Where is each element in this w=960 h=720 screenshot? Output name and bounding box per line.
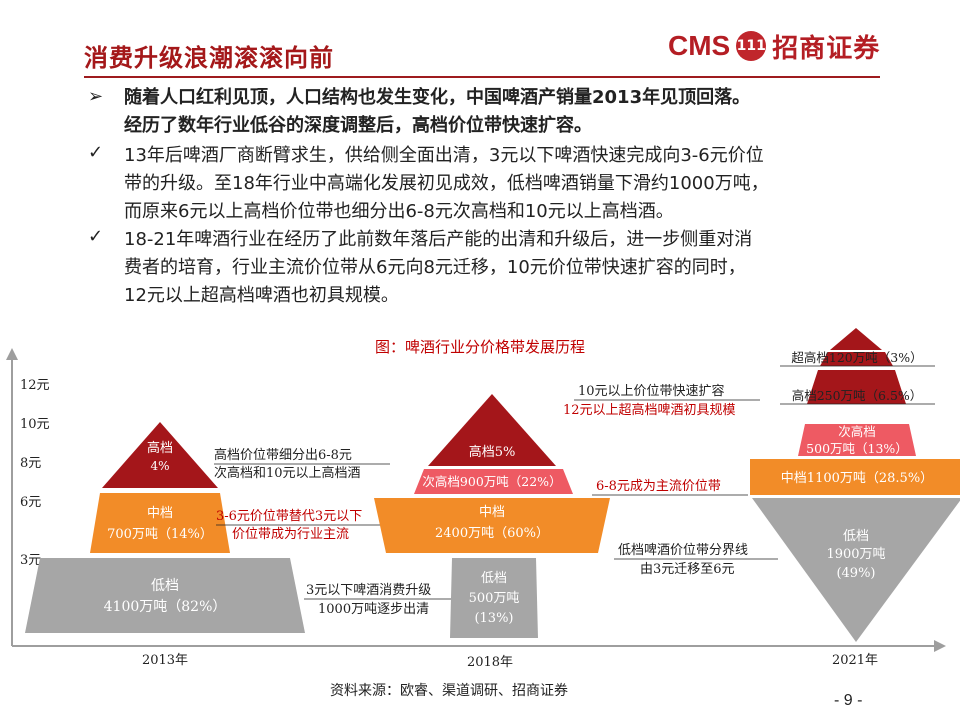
check-bullet-icon: ✓ [88, 142, 104, 163]
year-label: 2018年 [467, 655, 513, 670]
year-label: 2021年 [832, 653, 878, 668]
page-title: 消费升级浪潮滚滚向前 [84, 44, 334, 72]
paragraph-3: 18-21年啤酒行业在经历了此前数年落后产能的出清和升级后，进一步侧重对消 费者… [124, 226, 884, 310]
label-2018-low-pct: (13%) [474, 611, 513, 626]
paragraph-1: 随着人口红利见顶，人口结构也发生变化，中国啤酒产销量2013年见顶回落。 经历了… [124, 84, 884, 140]
label-2013-mid: 中档 [147, 506, 173, 521]
y-tick-label: 6元 [20, 495, 41, 510]
note-low-boundary: 由3元迁移至6元 [640, 562, 735, 577]
label-2021-low-value: 1900万吨 [826, 547, 885, 562]
y-axis-arrow-icon [6, 348, 18, 360]
note-low-clear: 1000万吨逐步出清 [318, 602, 429, 617]
shape-2018-high [428, 394, 556, 466]
note-mid-replace: 价位带成为行业主流 [232, 527, 349, 542]
paragraph-line: 费者的培育，行业主流价位带从6元向8元迁移，10元价位带快速扩容的同时， [124, 257, 746, 278]
y-tick-label: 12元 [20, 378, 50, 393]
shape-2018-low [450, 558, 538, 638]
note-high-split: 次高档和10元以上高档酒 [214, 465, 361, 481]
label-2021-low: 低档 [843, 529, 869, 544]
note-mid-replace: 3-6元价位带替代3元以下 [216, 509, 362, 524]
x-axis-arrow-icon [934, 640, 946, 652]
label-2013-high-pct: 4% [150, 459, 169, 473]
label-2013-low: 低档 [151, 578, 179, 594]
label-2021-high: 高档250万吨（6.5%） [792, 388, 923, 403]
paragraph-line: 而原来6元以上高档价位带也细分出6-8元次高档和10元以上高档酒。 [124, 201, 674, 222]
shape-2021-high [807, 370, 906, 404]
logo-badge-icon: 111 [736, 31, 767, 61]
shape-2013-mid [90, 493, 230, 553]
shape-2013-high [102, 422, 218, 488]
label-2018-mid-value: 2400万吨（60%） [435, 526, 549, 541]
y-tick-label: 3元 [20, 553, 41, 568]
check-bullet-icon: ✓ [88, 226, 104, 247]
shape-2018-mid [374, 498, 610, 553]
label-2013-low-value: 4100万吨（82%） [104, 599, 227, 615]
paragraph-line: 13年后啤酒厂商断臂求生，供给侧全面出清，3元以下啤酒快速完成向3-6元价位 [124, 145, 764, 166]
year-label: 2013年 [142, 653, 188, 668]
paragraph-line: 带的升级。至18年行业中高端化发展初见成效，低档啤酒销量下滑约1000万吨， [124, 173, 769, 194]
diagram-title: 图：啤酒行业分价格带发展历程 [375, 338, 585, 356]
paragraph-line: 经历了数年行业低谷的深度调整后，高档价位带快速扩容。 [124, 115, 592, 136]
y-tick-label: 8元 [20, 456, 41, 471]
label-2013-mid-value: 700万吨（14%） [107, 527, 213, 542]
label-2018-mid: 中档 [479, 505, 505, 520]
note-mainstream: 6-8元成为主流价位带 [596, 479, 721, 494]
label-2021-subhigh: 次高档 [838, 424, 876, 439]
paragraph-line: 12元以上超高档啤酒也初具规模。 [124, 285, 399, 306]
shape-2021-low [752, 498, 960, 642]
shape-2021-tip [830, 328, 882, 350]
company-logo: CMS 111 招商证券 [668, 26, 880, 66]
logo-chinese: 招商证券 [772, 33, 881, 64]
label-2021-superhigh: 超高档120万吨（3%） [791, 350, 922, 365]
label-2018-high: 高档5% [469, 444, 516, 460]
paragraph-2: 13年后啤酒厂商断臂求生，供给侧全面出清，3元以下啤酒快速完成向3-6元价位 带… [124, 142, 884, 226]
label-2018-low-value: 500万吨 [469, 591, 520, 606]
note-low-clear: 3元以下啤酒消费升级 [306, 583, 431, 598]
page-number: - 9 - [834, 692, 863, 709]
shape-2021-superhigh [820, 352, 893, 366]
paragraph-line: 18-21年啤酒行业在经历了此前数年落后产能的出清和升级后，进一步侧重对消 [124, 229, 753, 250]
shape-2021-subhigh [798, 424, 916, 456]
label-2021-mid: 中档1100万吨（28.5%） [781, 471, 933, 486]
shape-2013-low [25, 558, 305, 633]
note-high-expand: 10元以上价位带快速扩容 [578, 383, 725, 399]
label-2013-high: 高档 [147, 440, 173, 456]
paragraph-line: 随着人口红利见顶，人口结构也发生变化，中国啤酒产销量2013年见顶回落。 [124, 87, 751, 108]
note-super-high: 12元以上超高档啤酒初具规模 [563, 402, 736, 418]
note-low-boundary: 低档啤酒价位带分界线 [618, 543, 748, 558]
logo-latin: CMS [668, 30, 731, 61]
label-2018-low: 低档 [481, 571, 507, 586]
arrow-bullet-icon: ➢ [88, 86, 104, 107]
shape-2021-mid [750, 459, 960, 495]
label-2018-subhigh: 次高档900万吨（22%） [422, 474, 561, 489]
source-note: 资料来源：欧睿、渠道调研、招商证券 [330, 683, 568, 699]
shape-2018-subhigh [414, 469, 573, 494]
y-tick-label: 10元 [20, 417, 50, 432]
header-divider [84, 76, 880, 78]
label-2021-low-pct: (49%) [836, 566, 875, 581]
label-2021-subhigh-value: 500万吨（13%） [806, 441, 908, 456]
note-high-split: 高档价位带细分出6-8元 [214, 447, 352, 463]
